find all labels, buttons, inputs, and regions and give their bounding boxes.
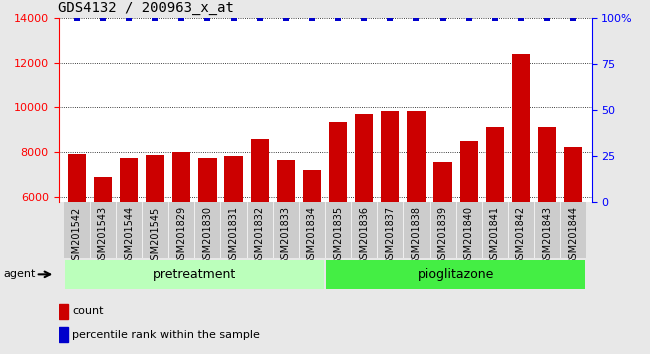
Bar	[90, 202, 116, 258]
Bar	[303, 170, 321, 202]
Point	[489, 15, 500, 21]
Bar	[538, 127, 556, 202]
Bar	[64, 260, 324, 289]
Point	[463, 15, 474, 21]
Bar	[250, 139, 269, 202]
Bar	[560, 202, 586, 258]
Bar	[430, 202, 456, 258]
Bar	[329, 122, 347, 202]
Bar	[408, 111, 426, 202]
Bar	[168, 202, 194, 258]
Bar	[482, 202, 508, 258]
Bar	[434, 162, 452, 202]
Text: GSM201542: GSM201542	[72, 206, 82, 266]
Point	[568, 15, 578, 21]
Text: GSM201545: GSM201545	[150, 206, 160, 266]
Bar	[326, 260, 586, 289]
Bar	[94, 177, 112, 202]
Text: GSM201838: GSM201838	[411, 206, 421, 265]
Text: GSM201830: GSM201830	[202, 206, 213, 265]
Text: count: count	[72, 306, 104, 316]
Bar	[194, 202, 220, 258]
Point	[150, 15, 161, 21]
Bar	[377, 202, 404, 258]
Bar	[512, 53, 530, 202]
Bar	[277, 160, 295, 202]
Point	[98, 15, 108, 21]
Text: GSM201831: GSM201831	[229, 206, 239, 265]
Text: GSM201843: GSM201843	[542, 206, 552, 265]
Bar	[456, 202, 482, 258]
Bar	[351, 202, 377, 258]
Point	[542, 15, 552, 21]
Text: GSM201834: GSM201834	[307, 206, 317, 265]
Bar	[325, 202, 351, 258]
Text: pioglitazone: pioglitazone	[417, 268, 494, 281]
Point	[333, 15, 343, 21]
Text: GSM201829: GSM201829	[176, 206, 187, 266]
Bar	[220, 202, 246, 258]
Text: GSM201835: GSM201835	[333, 206, 343, 266]
Text: percentile rank within the sample: percentile rank within the sample	[72, 330, 260, 339]
Bar	[58, 327, 68, 342]
Bar	[508, 202, 534, 258]
Text: GSM201544: GSM201544	[124, 206, 134, 266]
Point	[307, 15, 317, 21]
Bar	[460, 141, 478, 202]
Bar	[224, 156, 242, 202]
Point	[411, 15, 422, 21]
Bar	[404, 202, 430, 258]
Point	[255, 15, 265, 21]
Bar	[58, 304, 68, 319]
Bar	[116, 202, 142, 258]
Bar	[172, 152, 190, 202]
Text: GSM201841: GSM201841	[490, 206, 500, 265]
Point	[385, 15, 395, 21]
Bar	[64, 202, 90, 258]
Text: GSM201839: GSM201839	[437, 206, 448, 265]
Text: GSM201836: GSM201836	[359, 206, 369, 265]
Bar	[120, 158, 138, 202]
Bar	[273, 202, 299, 258]
Bar	[381, 111, 400, 202]
Point	[202, 15, 213, 21]
Text: GSM201832: GSM201832	[255, 206, 265, 266]
Text: agent: agent	[3, 269, 36, 279]
Text: GSM201833: GSM201833	[281, 206, 291, 265]
Bar	[564, 147, 582, 202]
Point	[359, 15, 369, 21]
Text: GSM201844: GSM201844	[568, 206, 578, 265]
Point	[515, 15, 526, 21]
Bar	[68, 154, 86, 202]
Point	[176, 15, 187, 21]
Bar	[534, 202, 560, 258]
Text: pretreatment: pretreatment	[153, 268, 236, 281]
Bar	[198, 158, 216, 202]
Text: GSM201840: GSM201840	[463, 206, 474, 265]
Point	[281, 15, 291, 21]
Bar	[146, 155, 164, 202]
Point	[72, 15, 82, 21]
Bar	[142, 202, 168, 258]
Point	[437, 15, 448, 21]
Text: GSM201837: GSM201837	[385, 206, 395, 266]
Text: GSM201543: GSM201543	[98, 206, 108, 266]
Bar	[299, 202, 325, 258]
Bar	[246, 202, 273, 258]
Text: GDS4132 / 200963_x_at: GDS4132 / 200963_x_at	[58, 1, 235, 15]
Bar	[355, 114, 373, 202]
Bar	[486, 127, 504, 202]
Point	[124, 15, 135, 21]
Point	[228, 15, 239, 21]
Text: GSM201842: GSM201842	[516, 206, 526, 266]
